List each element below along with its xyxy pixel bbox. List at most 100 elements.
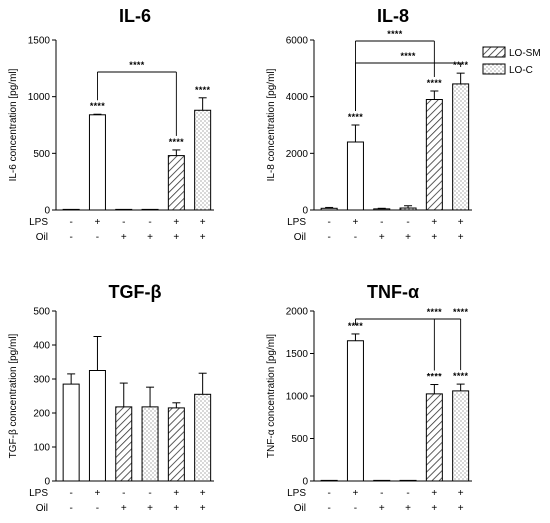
lps-condition-mark: + [431, 217, 437, 228]
bracket-label: **** [400, 51, 415, 61]
y-tick-label: 1000 [286, 392, 309, 403]
lps-condition-mark: - [148, 217, 151, 228]
oil-condition-mark: + [431, 232, 437, 243]
bar [320, 479, 338, 482]
significance-label: **** [427, 372, 442, 382]
significance-label: **** [195, 85, 210, 95]
lps-condition-mark: + [95, 488, 101, 499]
bar [194, 109, 212, 211]
legend-label-lo-c: LO-C [509, 65, 533, 76]
bar [88, 370, 106, 482]
bar [425, 99, 443, 211]
oil-condition-mark: + [458, 503, 464, 514]
chart-panel-1: IL-6 IL-6 concentration [pg/ml] 0 500 1000 15… [8, 6, 214, 243]
oil-condition-mark: + [200, 503, 206, 514]
oil-condition-mark: + [173, 503, 179, 514]
lps-condition-mark: - [406, 488, 409, 499]
oil-condition-mark: + [121, 503, 127, 514]
y-tick-label: 400 [33, 341, 50, 352]
oil-condition-mark: + [173, 232, 179, 243]
legend: LO-SM LO-C [482, 46, 541, 76]
y-tick-label: 100 [33, 443, 50, 454]
bar [399, 479, 417, 482]
lps-condition-mark: + [200, 488, 206, 499]
y-tick-label: 1000 [28, 92, 51, 103]
bar [115, 208, 133, 211]
chart-panel-4: TNF-α TNF-α concentration [pg/ml] 0 500 1000… [266, 282, 472, 514]
chart-title: IL-6 [119, 6, 151, 26]
bar [452, 390, 470, 482]
y-tick-label: 500 [33, 307, 50, 318]
oil-condition-mark: + [121, 232, 127, 243]
oil-condition-mark: - [327, 503, 330, 514]
y-tick-label: 1500 [286, 349, 309, 360]
bracket-label: **** [129, 60, 144, 70]
y-axis-label: IL-8 concentration [pg/ml] [266, 68, 277, 181]
y-tick-label: 2000 [286, 307, 309, 318]
oil-condition-mark: - [69, 503, 72, 514]
oil-condition-mark: + [405, 232, 411, 243]
lps-condition-mark: + [353, 217, 359, 228]
bar [62, 383, 80, 482]
y-axis-label: TNF-α concentration [pg/ml] [266, 334, 277, 458]
oil-condition-mark: - [327, 232, 330, 243]
lps-row-label: LPS [29, 488, 48, 499]
oil-condition-mark: + [147, 503, 153, 514]
significance-label: **** [348, 321, 363, 331]
lps-condition-mark: - [327, 217, 330, 228]
y-tick-label: 200 [33, 409, 50, 420]
oil-condition-mark: + [200, 232, 206, 243]
y-tick-label: 300 [33, 375, 50, 386]
lps-row-label: LPS [29, 217, 48, 228]
y-axis-label: TGF-β concentration [pg/ml] [8, 333, 19, 458]
lps-condition-mark: + [95, 217, 101, 228]
y-tick-label: 0 [302, 206, 308, 217]
bar [115, 406, 133, 482]
oil-condition-mark: + [379, 503, 385, 514]
oil-row-label: Oil [36, 503, 48, 514]
lps-condition-mark: + [200, 217, 206, 228]
lps-condition-mark: - [69, 488, 72, 499]
bracket-label: **** [427, 307, 442, 317]
lps-condition-mark: + [173, 217, 179, 228]
lps-row-label: LPS [287, 217, 306, 228]
lps-condition-mark: - [327, 488, 330, 499]
bar [88, 114, 106, 211]
lps-condition-mark: - [69, 217, 72, 228]
bar [167, 407, 185, 482]
oil-condition-mark: - [69, 232, 72, 243]
chart-panel-3: TGF-β TGF-β concentration [pg/ml] 0 100 200 3… [8, 282, 214, 514]
bar [425, 393, 443, 482]
significance-label: **** [427, 78, 442, 88]
y-tick-label: 0 [302, 477, 308, 488]
bar [346, 340, 364, 482]
lps-condition-mark: - [406, 217, 409, 228]
oil-condition-mark: + [147, 232, 153, 243]
bar [373, 208, 391, 211]
oil-condition-mark: + [379, 232, 385, 243]
oil-row-label: Oil [294, 232, 306, 243]
bar [141, 208, 159, 211]
y-tick-label: 0 [44, 206, 50, 217]
lps-row-label: LPS [287, 488, 306, 499]
bar [141, 406, 159, 482]
legend-label-lo-sm: LO-SM [509, 48, 541, 59]
significance-label: **** [169, 137, 184, 147]
bracket-label: **** [387, 29, 402, 39]
y-tick-label: 0 [44, 477, 50, 488]
chart-title: IL-8 [377, 6, 409, 26]
lps-condition-mark: + [173, 488, 179, 499]
bar [346, 141, 364, 211]
legend-swatch-lo-c [482, 63, 506, 75]
chart-title: TGF-β [109, 282, 162, 302]
lps-condition-mark: + [353, 488, 359, 499]
significance-label: **** [348, 112, 363, 122]
y-tick-label: 1500 [28, 36, 51, 47]
significance-label: **** [90, 101, 105, 111]
oil-condition-mark: + [405, 503, 411, 514]
lps-condition-mark: - [380, 488, 383, 499]
y-axis-label: IL-6 concentration [pg/ml] [8, 68, 19, 181]
bar [194, 393, 212, 482]
lps-condition-mark: - [122, 217, 125, 228]
